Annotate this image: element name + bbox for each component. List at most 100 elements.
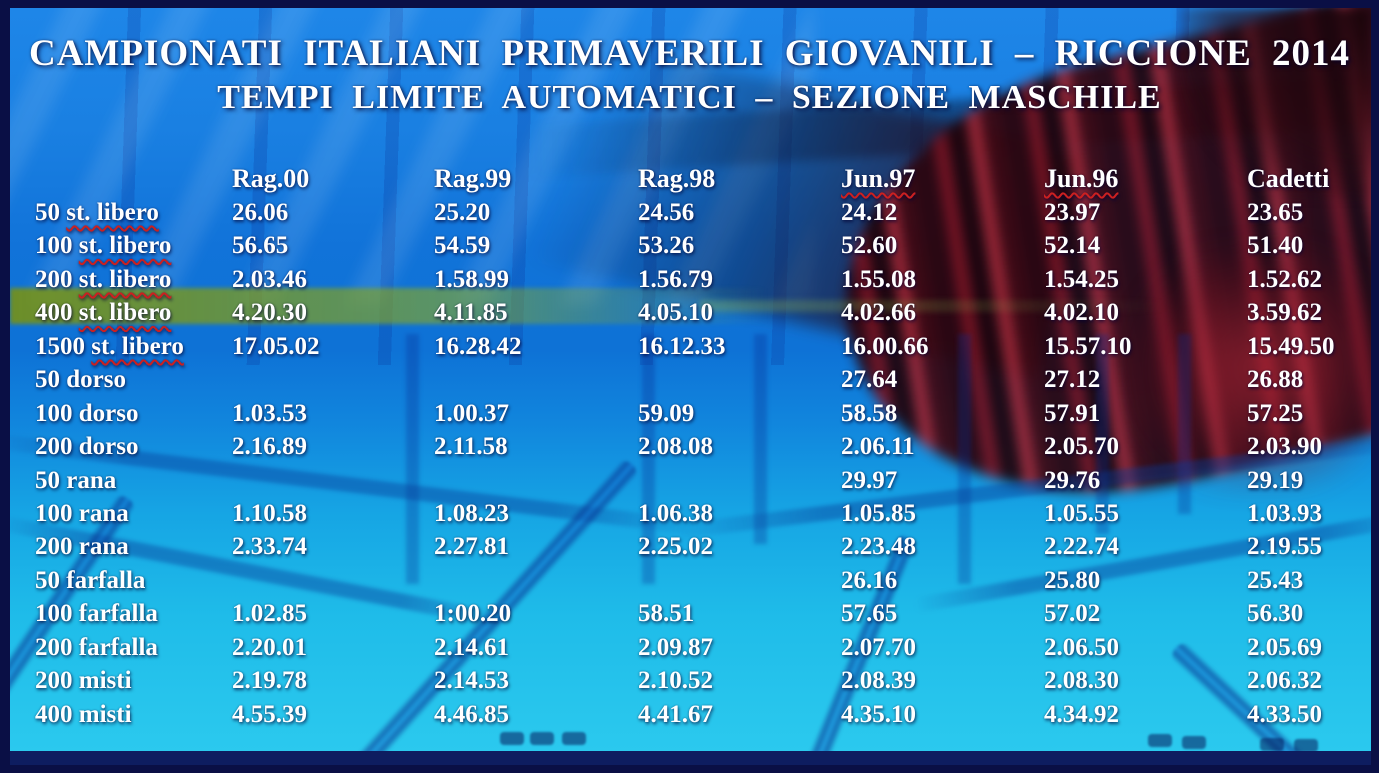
table-row: 400 misti 4.55.39 4.46.85 4.41.67 4.35.10 4.3… xyxy=(0,698,1379,731)
event-label: 200 rana xyxy=(35,530,232,563)
lane-cross-mark-decoration xyxy=(1182,736,1206,749)
time-cell: 1.52.62 xyxy=(1247,265,1322,293)
event-distance: 50 xyxy=(35,466,60,494)
event-distance: 200 xyxy=(35,533,73,561)
time-cell: 29.97 xyxy=(841,466,898,494)
time-cell: 2.08.39 xyxy=(841,667,916,695)
time-cell: 23.97 xyxy=(1044,199,1101,226)
time-cell: 25.43 xyxy=(1247,566,1304,594)
lane-cross-mark-decoration xyxy=(530,732,554,745)
time-cell: 1.00.37 xyxy=(434,399,509,427)
time-cell: 1.02.85 xyxy=(232,600,307,628)
column-header: Rag.99 xyxy=(434,164,512,193)
time-cell: 1.08.23 xyxy=(434,499,509,527)
time-cell: 16.00.66 xyxy=(841,332,929,360)
event-distance: 50 xyxy=(35,366,60,394)
time-cell: 4.11.85 xyxy=(434,299,508,327)
event-stroke: dorso xyxy=(78,399,139,427)
table-row: 100 st. libero 56.65 54.59 53.26 52.60 52.14 5… xyxy=(0,229,1379,262)
event-label: 50 st. libero xyxy=(35,196,232,229)
time-cell: 2.19.55 xyxy=(1247,533,1322,561)
time-cell: 53.26 xyxy=(638,232,695,260)
event-distance: 200 xyxy=(35,667,73,695)
time-cell: 4.02.66 xyxy=(841,299,916,327)
time-cell: 2.09.87 xyxy=(638,633,713,661)
event-distance: 400 xyxy=(35,700,73,728)
table-row: 200 farfalla 2.20.01 2.14.61 2.09.87 2.07.70… xyxy=(0,631,1379,664)
table-row: 200 misti 2.19.78 2.14.53 2.10.52 2.08.39 2.0… xyxy=(0,664,1379,697)
time-cell: 56.65 xyxy=(232,232,289,260)
column-header: Rag.98 xyxy=(638,164,716,193)
table-row: 50 rana 29.97 29.76 29.19 xyxy=(0,464,1379,497)
event-label: 400 st. libero xyxy=(35,296,232,329)
event-label: 400 misti xyxy=(35,698,232,731)
time-cell: 24.12 xyxy=(841,199,898,226)
event-distance: 100 xyxy=(35,232,73,260)
time-cell: 26.16 xyxy=(841,566,898,594)
time-cell: 2.05.70 xyxy=(1044,433,1119,461)
event-stroke: st. libero xyxy=(91,332,184,360)
event-stroke: farfalla xyxy=(78,633,158,661)
event-distance: 1500 xyxy=(35,332,85,360)
table-row: 50 st. libero 26.06 25.20 24.56 24.12 23.97 23… xyxy=(0,196,1379,229)
time-cell: 1.03.53 xyxy=(232,399,307,427)
time-cell: 2.14.61 xyxy=(434,633,509,661)
time-cell: 1.06.38 xyxy=(638,499,713,527)
time-cell: 1.05.55 xyxy=(1044,499,1119,527)
time-cell: 4.41.67 xyxy=(638,700,713,728)
event-label: 50 rana xyxy=(35,464,232,497)
time-cell: 2.25.02 xyxy=(638,533,713,561)
time-cell: 2.06.32 xyxy=(1247,667,1322,695)
time-cell: 16.28.42 xyxy=(434,332,522,360)
time-cell: 56.30 xyxy=(1247,600,1304,628)
event-label: 50 farfalla xyxy=(35,564,232,597)
time-cell: 2.05.69 xyxy=(1247,633,1322,661)
table-row: 400 st. libero 4.20.30 4.11.85 4.05.10 4.02.… xyxy=(0,296,1379,329)
event-label: 200 dorso xyxy=(35,430,232,463)
time-cell: 1:00.20 xyxy=(434,600,512,628)
time-cell: 1.05.85 xyxy=(841,499,916,527)
event-label: 200 misti xyxy=(35,664,232,697)
event-label: 100 st. libero xyxy=(35,229,232,262)
event-distance: 50 xyxy=(35,566,60,594)
event-stroke: dorso xyxy=(78,433,139,461)
time-cell: 2.16.89 xyxy=(232,433,307,461)
event-stroke: misti xyxy=(78,667,132,695)
time-cell: 29.76 xyxy=(1044,466,1101,494)
time-cell: 2.06.50 xyxy=(1044,633,1119,661)
event-stroke: st. libero xyxy=(78,232,172,260)
event-stroke: rana xyxy=(78,533,129,561)
time-cell: 1.03.93 xyxy=(1247,499,1322,527)
table-row: 200 dorso 2.16.89 2.11.58 2.08.08 2.06.11 2.0… xyxy=(0,430,1379,463)
event-distance: 200 xyxy=(35,633,73,661)
lane-cross-mark-decoration xyxy=(1294,739,1318,751)
column-header: Rag.00 xyxy=(232,164,310,193)
time-cell: 2.07.70 xyxy=(841,633,916,661)
time-cell: 52.60 xyxy=(841,232,898,260)
time-cell: 27.12 xyxy=(1044,366,1101,394)
bottom-bar-decoration xyxy=(10,751,1371,765)
table-row: 100 rana 1.10.58 1.08.23 1.06.38 1.05.85 1.05… xyxy=(0,497,1379,530)
lane-cross-mark-decoration xyxy=(500,732,524,745)
lane-cross-mark-decoration xyxy=(1260,738,1284,751)
time-cell: 26.06 xyxy=(232,199,289,226)
time-cell: 27.64 xyxy=(841,366,898,394)
time-cell: 59.09 xyxy=(638,399,695,427)
event-label: 100 dorso xyxy=(35,397,232,430)
table-header-row: Rag.00 Rag.99 Rag.98 Jun.97 Jun.96 Cadetti xyxy=(0,161,1379,196)
event-label: 100 rana xyxy=(35,497,232,530)
time-cell: 2.20.01 xyxy=(232,633,307,661)
table-row: 50 farfalla 26.16 25.80 25.43 xyxy=(0,564,1379,597)
time-cell: 2.06.11 xyxy=(841,433,915,461)
table-row: 100 farfalla 1.02.85 1:00.20 58.51 57.65 57.0… xyxy=(0,597,1379,630)
time-cell: 52.14 xyxy=(1044,232,1101,260)
event-stroke: rana xyxy=(78,499,129,527)
time-cell: 4.02.10 xyxy=(1044,299,1119,327)
event-stroke: st. libero xyxy=(78,265,172,293)
time-cell: 1.56.79 xyxy=(638,265,713,293)
time-cell: 57.02 xyxy=(1044,600,1101,628)
event-stroke: farfalla xyxy=(66,566,146,594)
table-row: 100 dorso 1.03.53 1.00.37 59.09 58.58 57.91 57… xyxy=(0,397,1379,430)
event-distance: 100 xyxy=(35,600,73,628)
